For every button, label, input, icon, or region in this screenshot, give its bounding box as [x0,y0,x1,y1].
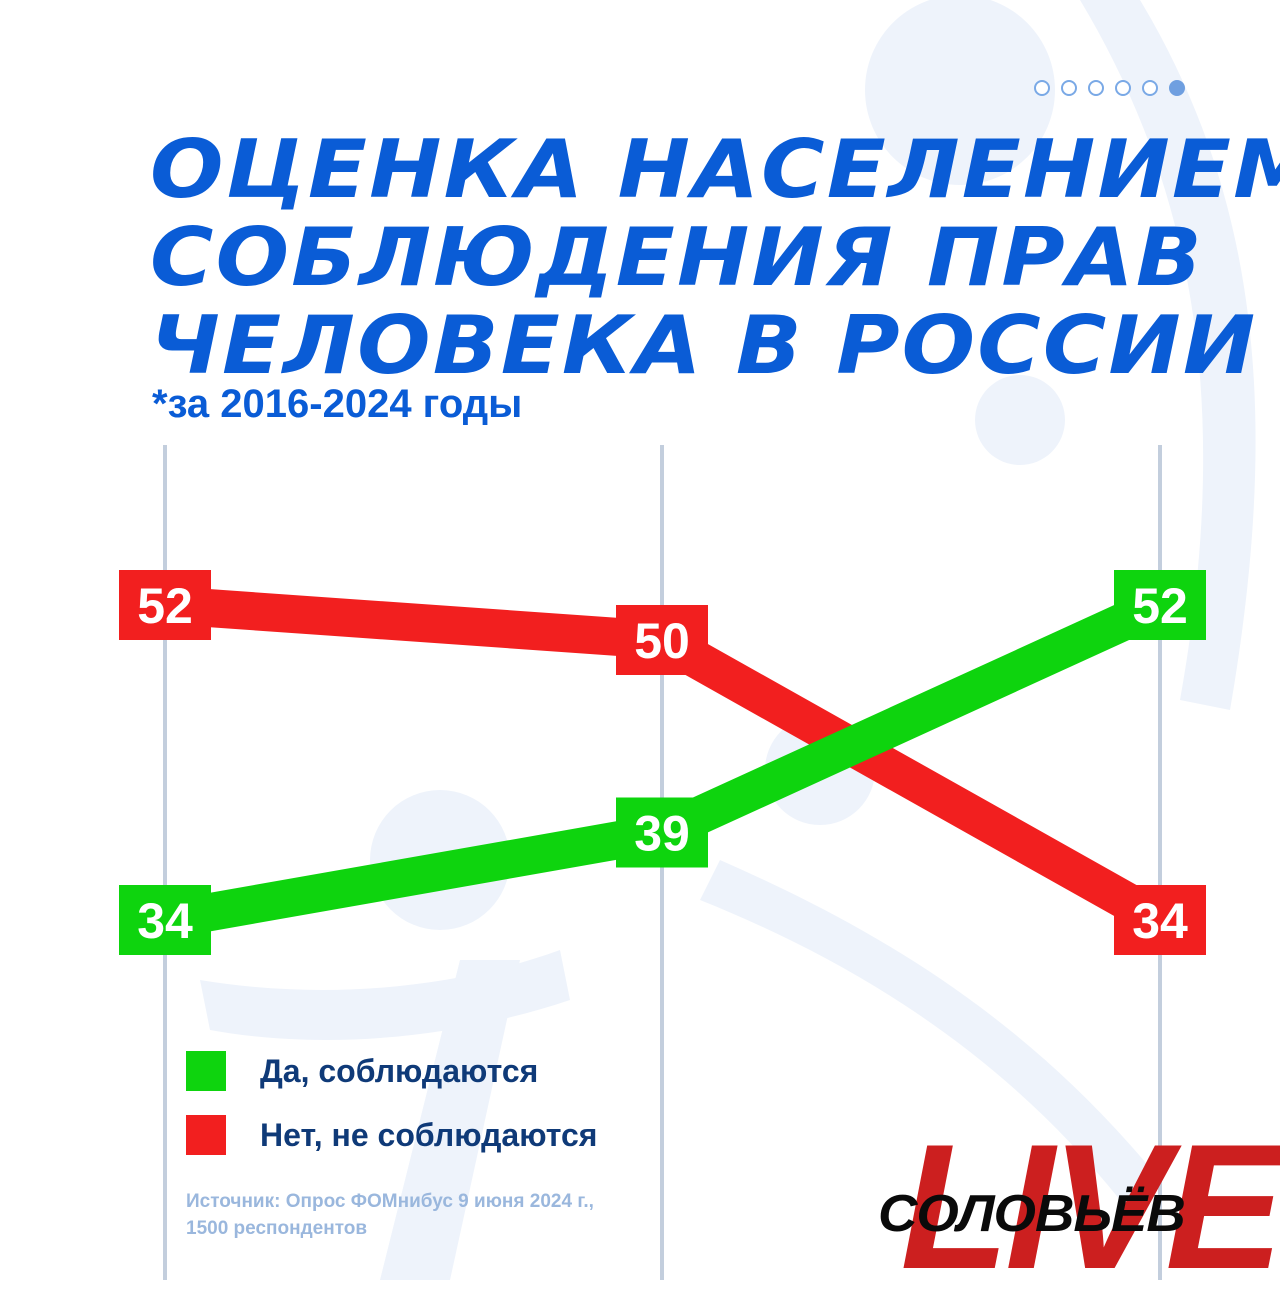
chart-legend: Да, соблюдаются Нет, не соблюдаются [186,1048,597,1176]
legend-label-no: Нет, не соблюдаются [260,1116,598,1153]
data-label: 52 [137,578,193,634]
data-point-box [119,885,211,955]
source-note: Источник: Опрос ФОМнибус 9 июня 2024 г.,… [186,1188,656,1242]
data-label: 34 [1132,893,1188,949]
chart-title: ОЦЕНКА НАСЕЛЕНИЕМ СОБЛЮДЕНИЯ ПРАВ ЧЕЛОВЕ… [150,126,1280,390]
page-dot[interactable] [1034,80,1050,96]
brand-logo: LIVE СОЛОВЬЁВ [870,1118,1280,1296]
data-label: 50 [634,613,690,669]
page-dot-active[interactable] [1169,80,1185,96]
legend-item-yes: Да, соблюдаются [186,1048,597,1094]
page-dot[interactable] [1088,80,1104,96]
page-dot[interactable] [1115,80,1131,96]
source-line-1: Источник: Опрос ФОМнибус 9 июня 2024 г., [186,1191,594,1212]
title-line-2: СОБЛЮДЕНИЯ ПРАВ [150,211,1204,304]
legend-label-yes: Да, соблюдаются [260,1052,539,1089]
data-point-box [1114,570,1206,640]
title-line-1: ОЦЕНКА НАСЕЛЕНИЕМ [150,123,1280,216]
logo-live-text: LIVE [900,1107,1280,1306]
data-point-box [119,570,211,640]
data-label: 52 [1132,578,1188,634]
page-dot[interactable] [1142,80,1158,96]
legend-swatch-no [186,1115,226,1155]
title-line-3: ЧЕЛОВЕКА В РОССИИ [150,299,1258,392]
chart-subtitle: *за 2016-2024 годы [152,382,523,426]
legend-swatch-yes [186,1051,226,1091]
data-point-box [1114,885,1206,955]
legend-item-no: Нет, не соблюдаются [186,1112,597,1158]
pagination-dots [1034,80,1185,96]
source-line-2: 1500 респондентов [186,1218,368,1239]
logo-name-text: СОЛОВЬЁВ [878,1185,1186,1243]
data-label: 39 [634,806,690,862]
page-dot[interactable] [1061,80,1077,96]
data-point-box [616,605,708,675]
data-label: 34 [137,893,193,949]
data-point-box [616,797,708,868]
